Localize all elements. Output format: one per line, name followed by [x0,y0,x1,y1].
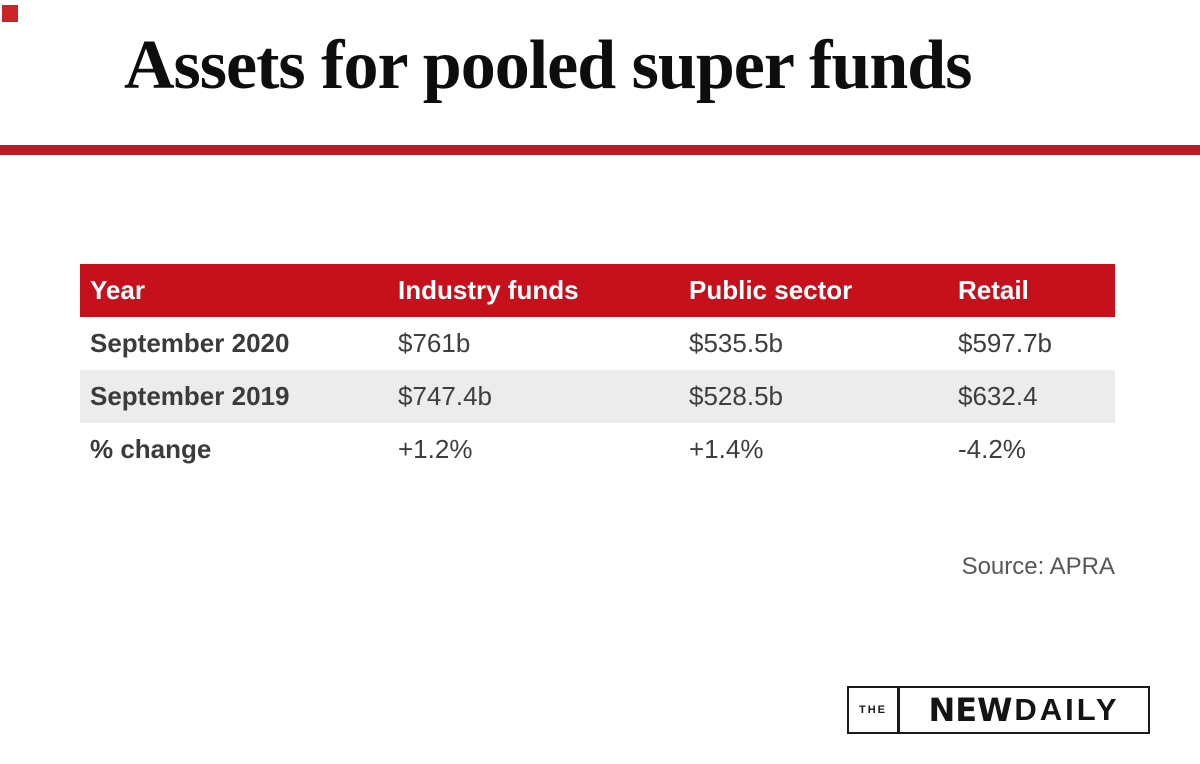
cell-value: $528.5b [689,381,783,411]
corner-mark [2,5,18,22]
cell-value: $632.4 [958,381,1038,411]
table-row-september-2020: September 2020 $761b $535.5b $597.7b [80,317,1115,370]
cell-value: -4.2% [958,434,1026,464]
newdaily-logo: THE NEW DAILY [847,686,1150,734]
column-header-retail: Retail [958,275,1029,305]
cell-value: $535.5b [689,328,783,358]
column-header-industry-funds: Industry funds [398,275,579,305]
row-label: September 2019 [90,381,290,411]
source-attribution: Source: APRA [961,553,1115,580]
column-header-year: Year [90,275,145,305]
cell-value: $597.7b [958,328,1052,358]
table-row-percent-change: % change +1.2% +1.4% -4.2% [80,423,1115,476]
table-header-row: Year Industry funds Public sector Retail [80,264,1115,317]
cell-value: +1.2% [398,434,473,464]
red-divider [0,145,1200,155]
logo-the-box: THE [849,688,900,732]
page-title: Assets for pooled super funds [124,27,972,104]
logo-daily-text: DAILY [1014,692,1120,727]
row-label: % change [90,434,212,464]
column-header-public-sector: Public sector [689,275,853,305]
cell-value: +1.4% [689,434,764,464]
cell-value: $761b [398,328,471,358]
logo-main-box: NEW DAILY [900,688,1148,732]
table-row-september-2019: September 2019 $747.4b $528.5b $632.4 [80,370,1115,423]
cell-value: $747.4b [398,381,492,411]
logo-new-text: NEW [928,691,1013,729]
data-table: Year Industry funds Public sector Retail… [80,264,1115,476]
row-label: September 2020 [90,328,290,358]
